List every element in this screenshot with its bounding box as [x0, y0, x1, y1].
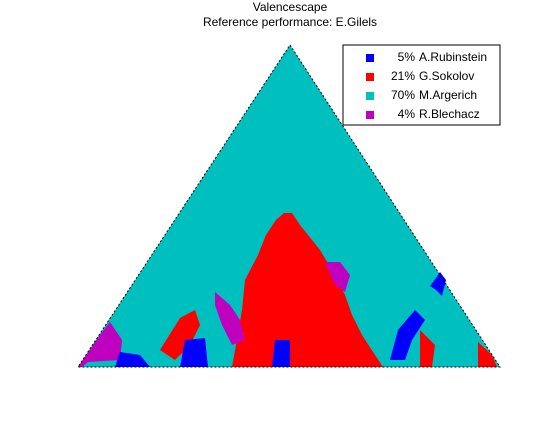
- legend-name: G.Sokolov: [419, 69, 474, 83]
- legend-swatch: [366, 92, 374, 100]
- legend-name: M.Argerich: [419, 88, 477, 102]
- region-rubinstein: [180, 338, 208, 367]
- region-blechacz: [215, 292, 245, 345]
- legend-swatch: [366, 73, 374, 81]
- scape: [77, 44, 501, 368]
- region-sokolov: [160, 310, 200, 360]
- legend-value: 5%: [398, 50, 416, 64]
- legend-name: R.Blechacz: [419, 107, 480, 121]
- region-sokolov: [420, 330, 435, 367]
- legend-swatch: [366, 111, 374, 119]
- region-rubinstein: [115, 352, 150, 367]
- region-sokolov: [478, 342, 497, 367]
- region-rubinstein: [390, 310, 425, 360]
- legend-value: 4%: [398, 107, 416, 121]
- region-sokolov: [232, 213, 383, 367]
- region-argerich: [78, 45, 500, 367]
- region-blechacz: [78, 322, 122, 367]
- chart-subtitle: Reference performance: E.Gilels: [203, 15, 377, 29]
- legend-swatch: [366, 54, 374, 62]
- triangle-border: [77, 44, 501, 368]
- region-rubinstein: [272, 340, 290, 367]
- legend-value: 21%: [391, 69, 415, 83]
- chart-title: Valencescape: [253, 0, 328, 14]
- legend-name: A.Rubinstein: [419, 50, 487, 64]
- region-blechacz: [325, 262, 350, 292]
- region-rubinstein: [430, 272, 446, 296]
- legend-value: 70%: [391, 88, 415, 102]
